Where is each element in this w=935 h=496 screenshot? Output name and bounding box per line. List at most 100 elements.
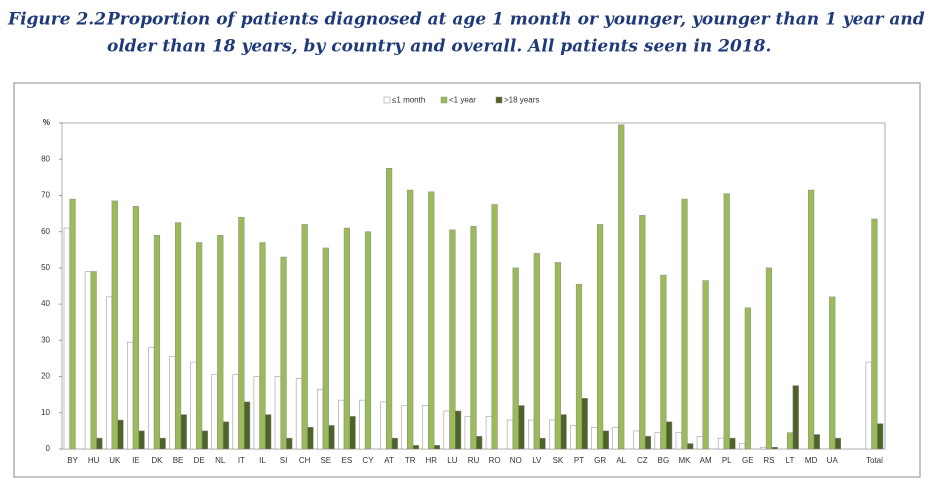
x-tick-label: BY	[67, 456, 78, 465]
bar	[660, 274, 667, 450]
x-tick-label: SI	[280, 456, 288, 465]
bar	[702, 280, 709, 450]
y-tick-label: 50	[41, 263, 50, 272]
bar	[612, 427, 619, 450]
x-tick-label: AT	[384, 456, 394, 465]
bar	[549, 419, 556, 450]
x-tick-label: NO	[510, 456, 522, 465]
bar	[443, 410, 450, 450]
bar	[760, 446, 767, 450]
x-tick-label: ES	[342, 456, 353, 465]
x-tick-label: CZ	[637, 456, 648, 465]
x-tick-label: BG	[658, 456, 670, 465]
bar	[243, 401, 251, 450]
bar	[322, 247, 329, 450]
chart-title: Proportion of patients diagnosed at age …	[106, 10, 925, 30]
x-tick-label: RS	[763, 456, 774, 465]
bar	[786, 432, 794, 450]
bar	[560, 414, 567, 450]
bar	[808, 189, 815, 450]
bar	[265, 414, 272, 450]
chart-frame	[13, 82, 921, 478]
x-tick-label: UK	[109, 456, 121, 465]
bar	[506, 419, 514, 450]
bar	[512, 267, 519, 450]
bar	[180, 414, 187, 450]
bar	[744, 307, 751, 450]
x-tick-label: AL	[616, 456, 626, 465]
bar	[111, 200, 118, 450]
bar	[765, 267, 773, 450]
bar	[597, 224, 604, 450]
x-tick-label: BE	[173, 456, 184, 465]
x-tick-label: LV	[532, 456, 542, 465]
bar	[739, 443, 746, 450]
bar	[138, 430, 145, 450]
bar	[286, 437, 293, 450]
bar	[259, 242, 266, 450]
bar	[554, 262, 562, 450]
bar	[159, 437, 166, 450]
x-tick-label: IL	[259, 456, 266, 465]
bar	[675, 432, 682, 450]
bar	[127, 341, 134, 450]
x-tick-label: MD	[805, 456, 818, 465]
x-tick-label: IT	[238, 456, 245, 465]
bar	[633, 430, 640, 450]
bar	[96, 437, 103, 450]
bar	[343, 227, 350, 450]
x-tick-label: NL	[215, 456, 226, 465]
x-tick-label: TR	[405, 456, 416, 465]
bar	[829, 296, 836, 450]
y-tick-label: 80	[41, 154, 50, 163]
legend-label: >18 years	[504, 96, 539, 105]
x-tick-label: GR	[594, 456, 606, 465]
bar	[412, 445, 419, 450]
bar	[407, 189, 414, 450]
bar	[717, 437, 725, 450]
bar	[813, 434, 820, 450]
x-tick-label: CH	[299, 456, 311, 465]
bar	[681, 198, 688, 450]
bar	[84, 271, 92, 450]
x-tick-label: RU	[468, 456, 480, 465]
bar	[211, 374, 218, 450]
bar	[591, 427, 598, 450]
bar	[470, 225, 477, 450]
x-tick-label: HR	[426, 456, 438, 465]
legend-label: <1 year	[449, 96, 476, 105]
y-tick-label: 30	[41, 335, 50, 344]
x-tick-label: GE	[742, 456, 754, 465]
x-tick-label: SK	[553, 456, 564, 465]
x-tick-label: SE	[320, 456, 331, 465]
bar	[602, 430, 609, 450]
bar	[274, 376, 281, 450]
bar	[666, 421, 673, 450]
bar	[364, 231, 372, 450]
bar	[201, 430, 208, 450]
legend-swatch	[383, 96, 391, 104]
bar	[834, 437, 842, 450]
bar	[618, 124, 625, 450]
bar	[63, 227, 70, 450]
bar	[169, 356, 176, 450]
legend-swatch	[495, 96, 503, 104]
bar	[401, 405, 408, 450]
bar	[449, 229, 456, 450]
bar	[174, 222, 182, 450]
bar	[654, 432, 661, 450]
bar	[696, 436, 704, 450]
bar	[491, 204, 498, 450]
x-tick-label: DE	[194, 456, 205, 465]
bar	[349, 416, 356, 450]
bar	[328, 425, 335, 450]
bar	[476, 436, 483, 450]
x-tick-label: CY	[362, 456, 374, 465]
bar	[338, 399, 345, 450]
bar	[639, 215, 646, 450]
bar	[771, 446, 778, 450]
x-tick-label: MK	[679, 456, 692, 465]
bar	[391, 437, 398, 450]
x-tick-label: PL	[722, 456, 732, 465]
bar	[539, 437, 546, 450]
